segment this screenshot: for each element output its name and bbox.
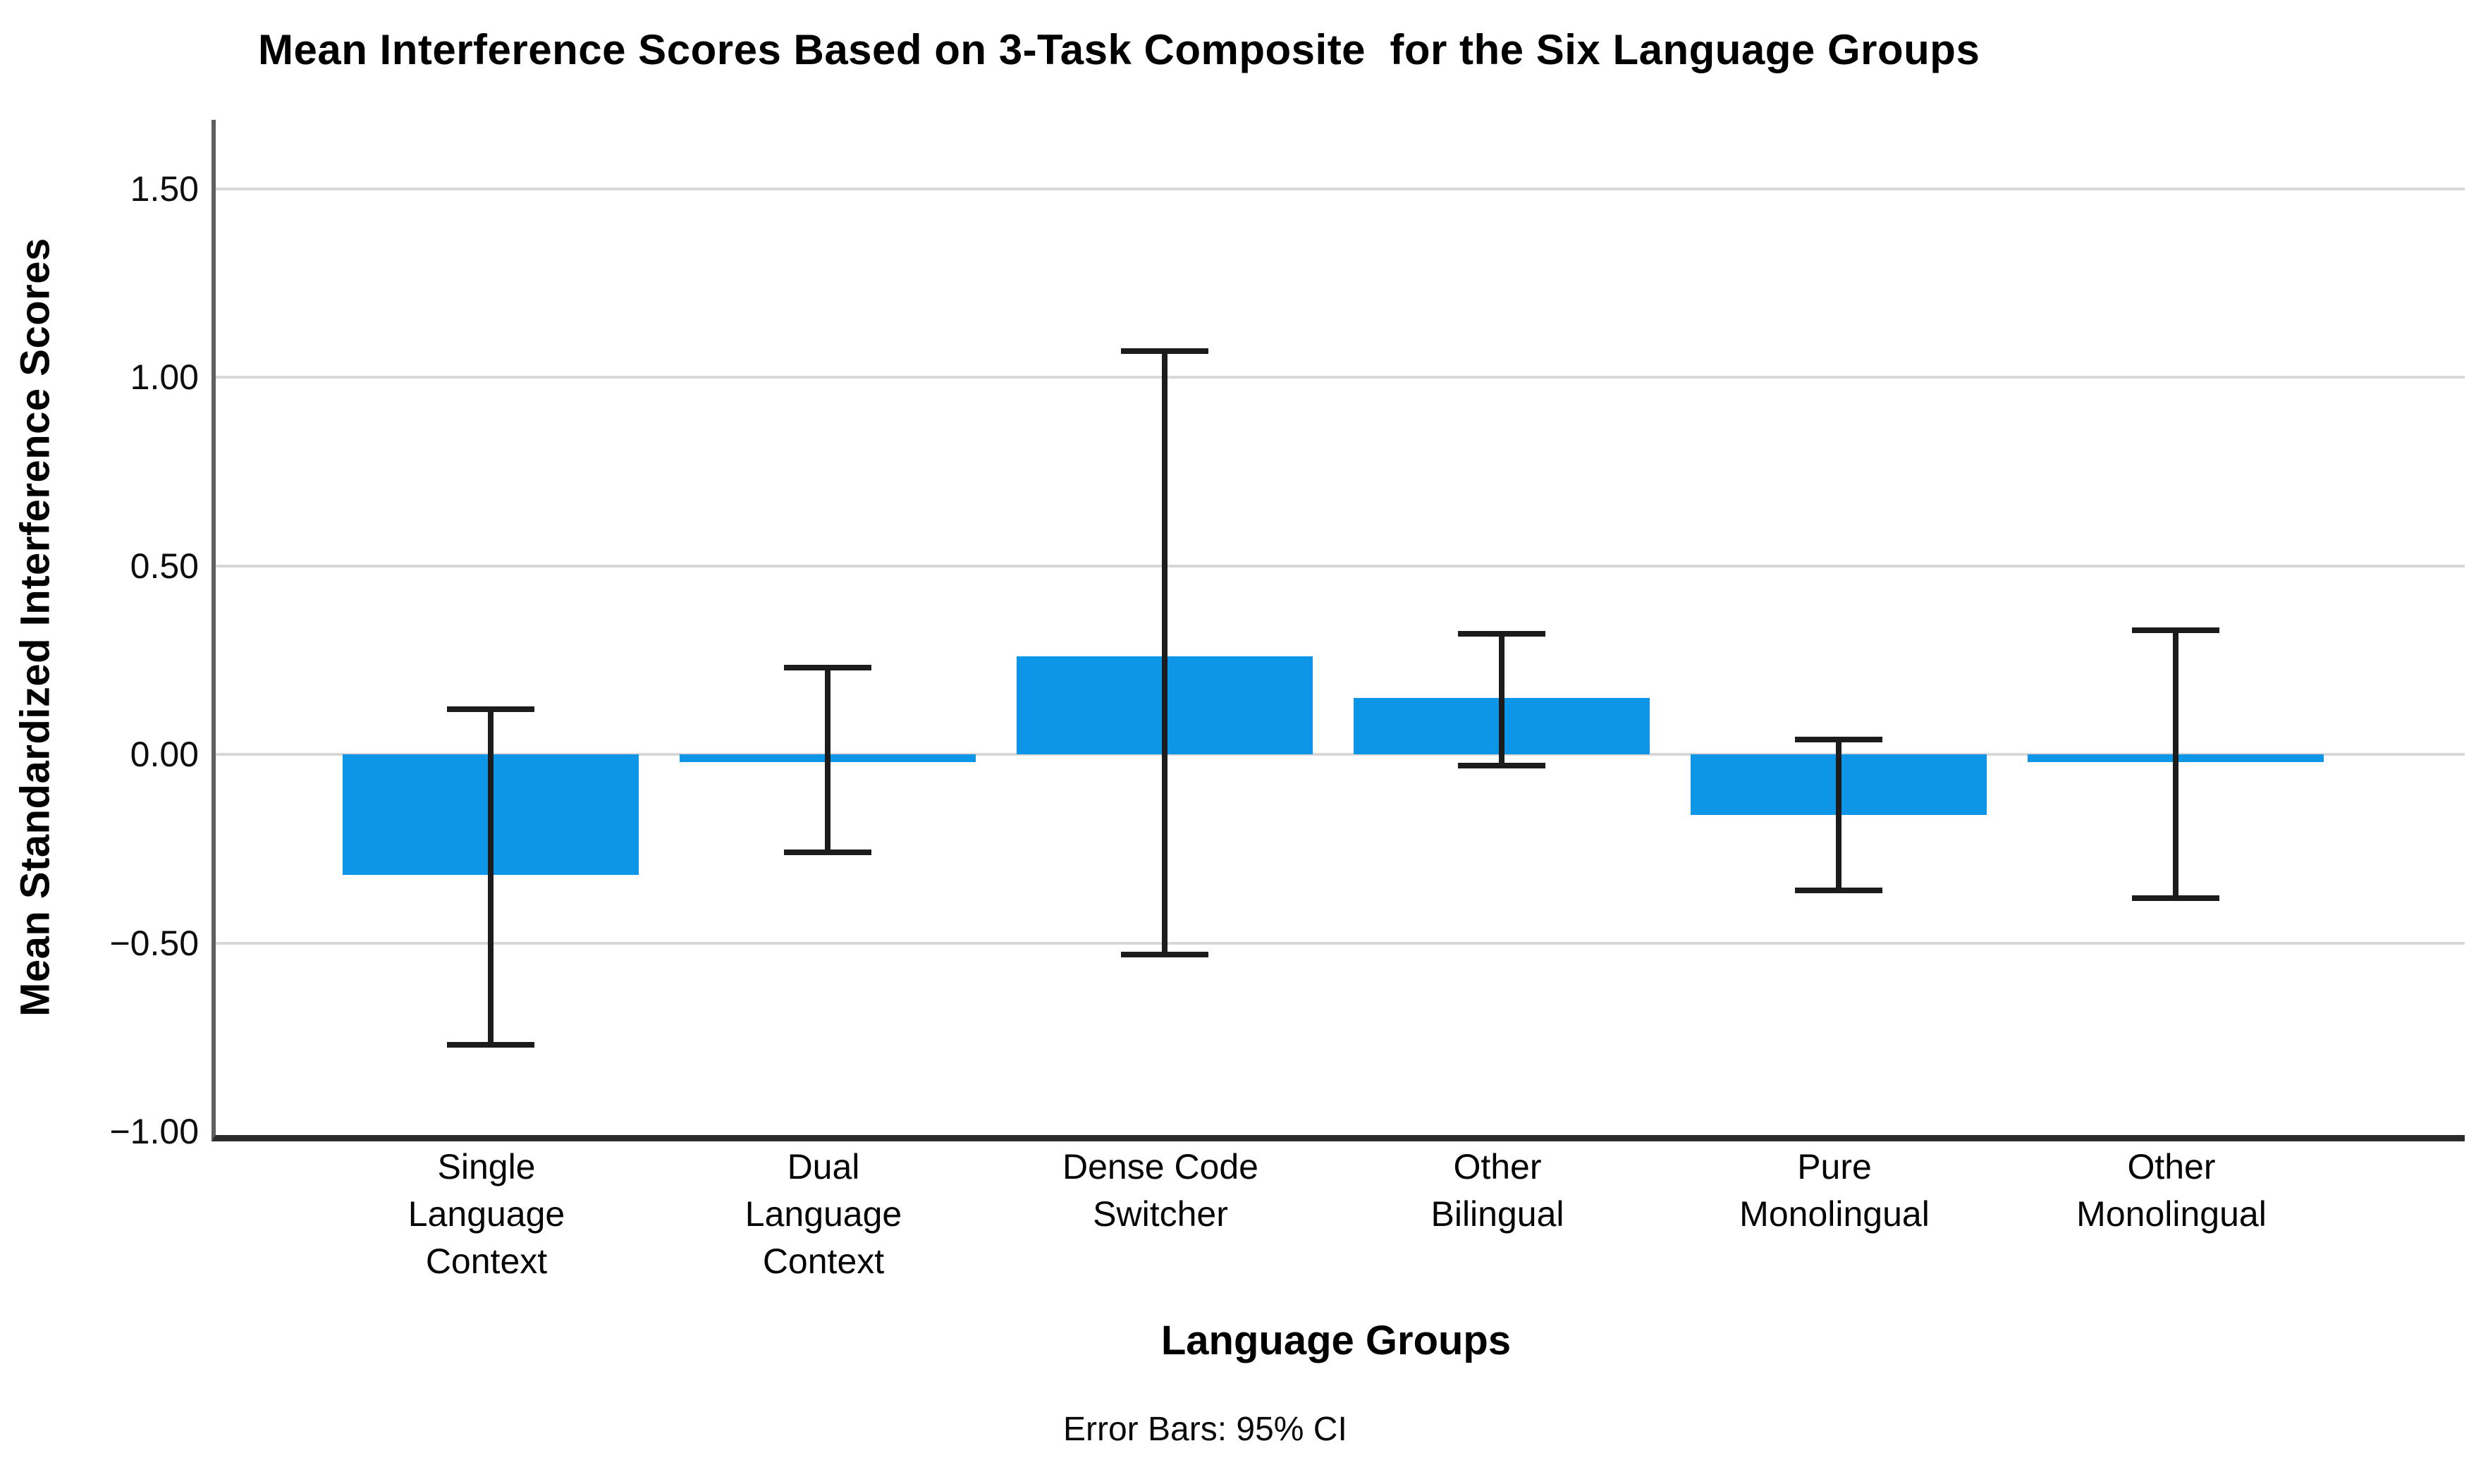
x-tick-label: Pure Monolingual bbox=[1739, 1147, 1930, 1234]
error-bar-line bbox=[2173, 630, 2178, 898]
x-tick-label: Dense Code Switcher bbox=[1062, 1147, 1258, 1234]
error-bar-cap-bottom bbox=[1121, 951, 1208, 957]
x-axis-title: Language Groups bbox=[1160, 1318, 1512, 1363]
error-bar-line bbox=[1499, 634, 1504, 766]
error-bar-cap-top bbox=[1121, 348, 1208, 354]
y-tick-label: −0.50 bbox=[109, 923, 199, 963]
error-bar-cap-bottom bbox=[784, 850, 871, 856]
chart-title: Mean Interference Scores Based on 3-Task… bbox=[258, 26, 1980, 73]
y-axis-tick-labels: 1.50 1.00 0.50 0.00 −0.50 −1.00 bbox=[0, 120, 199, 1151]
x-tick-label: Dual Language Context bbox=[744, 1147, 902, 1281]
gridline bbox=[216, 187, 2465, 190]
gridline bbox=[216, 564, 2465, 568]
y-tick-label: 1.00 bbox=[130, 357, 199, 398]
error-bar-line bbox=[488, 709, 494, 1045]
gridline bbox=[216, 941, 2465, 945]
error-bar-line bbox=[1162, 350, 1167, 955]
x-tick-label: Other Bilingual bbox=[1430, 1147, 1564, 1234]
error-bar-cap-top bbox=[784, 665, 871, 671]
error-bar-cap-bottom bbox=[2132, 895, 2219, 901]
gridline bbox=[216, 376, 2465, 379]
error-bar-cap-top bbox=[1795, 736, 1882, 742]
error-bar-cap-bottom bbox=[447, 1042, 534, 1048]
x-tick-label: Other Monolingual bbox=[2076, 1147, 2267, 1234]
error-bar-cap-top bbox=[2132, 627, 2219, 633]
y-tick-label: 0.50 bbox=[130, 546, 199, 586]
y-tick-label: 0.00 bbox=[130, 735, 199, 775]
error-bar-cap-top bbox=[1458, 631, 1545, 637]
error-bar-line bbox=[825, 668, 831, 853]
plot-area bbox=[212, 120, 2465, 1141]
error-bar-cap-bottom bbox=[1795, 887, 1882, 893]
error-bar-cap-top bbox=[447, 706, 534, 713]
error-bar-line bbox=[1836, 739, 1841, 890]
error-bars-footnote: Error Bars: 95% CI bbox=[1063, 1411, 1347, 1448]
error-bar-cap-bottom bbox=[1458, 763, 1545, 769]
gridline bbox=[216, 753, 2465, 756]
y-tick-label: 1.50 bbox=[130, 168, 199, 209]
x-tick-label: Single Language Context bbox=[407, 1147, 565, 1281]
y-tick-label: −1.00 bbox=[109, 1112, 199, 1152]
